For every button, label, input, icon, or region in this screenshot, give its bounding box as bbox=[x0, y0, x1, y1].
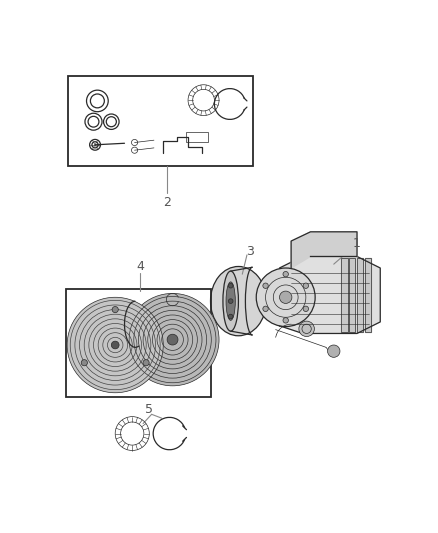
Circle shape bbox=[81, 360, 88, 366]
Circle shape bbox=[111, 341, 119, 349]
Circle shape bbox=[283, 271, 288, 277]
Polygon shape bbox=[291, 232, 357, 268]
Polygon shape bbox=[365, 258, 371, 332]
Circle shape bbox=[228, 284, 233, 288]
Text: 3: 3 bbox=[246, 245, 254, 257]
Circle shape bbox=[283, 318, 288, 323]
Circle shape bbox=[299, 321, 314, 336]
Circle shape bbox=[263, 283, 268, 288]
Circle shape bbox=[167, 334, 178, 345]
Polygon shape bbox=[279, 256, 380, 334]
Circle shape bbox=[126, 294, 219, 386]
Circle shape bbox=[263, 306, 268, 311]
Circle shape bbox=[303, 283, 308, 288]
Bar bbox=[68, 76, 253, 166]
Text: 5: 5 bbox=[145, 403, 153, 416]
Bar bbox=[342, 258, 348, 332]
Ellipse shape bbox=[223, 271, 238, 331]
Text: 2: 2 bbox=[163, 196, 171, 209]
Text: 4: 4 bbox=[136, 260, 144, 273]
Circle shape bbox=[143, 360, 149, 366]
Polygon shape bbox=[349, 258, 356, 332]
Bar bbox=[349, 258, 356, 332]
Circle shape bbox=[279, 291, 292, 303]
Text: 1: 1 bbox=[353, 237, 361, 250]
Bar bbox=[187, 132, 208, 142]
Ellipse shape bbox=[226, 282, 235, 320]
Circle shape bbox=[228, 299, 233, 303]
Circle shape bbox=[303, 306, 308, 311]
Circle shape bbox=[67, 297, 163, 393]
Ellipse shape bbox=[211, 266, 266, 336]
Bar bbox=[66, 289, 211, 397]
Circle shape bbox=[256, 268, 315, 327]
Circle shape bbox=[112, 306, 118, 313]
Circle shape bbox=[328, 345, 340, 357]
Polygon shape bbox=[342, 258, 348, 332]
Bar bbox=[357, 258, 363, 332]
Circle shape bbox=[228, 314, 233, 319]
Polygon shape bbox=[357, 258, 363, 332]
Bar bbox=[365, 258, 371, 332]
